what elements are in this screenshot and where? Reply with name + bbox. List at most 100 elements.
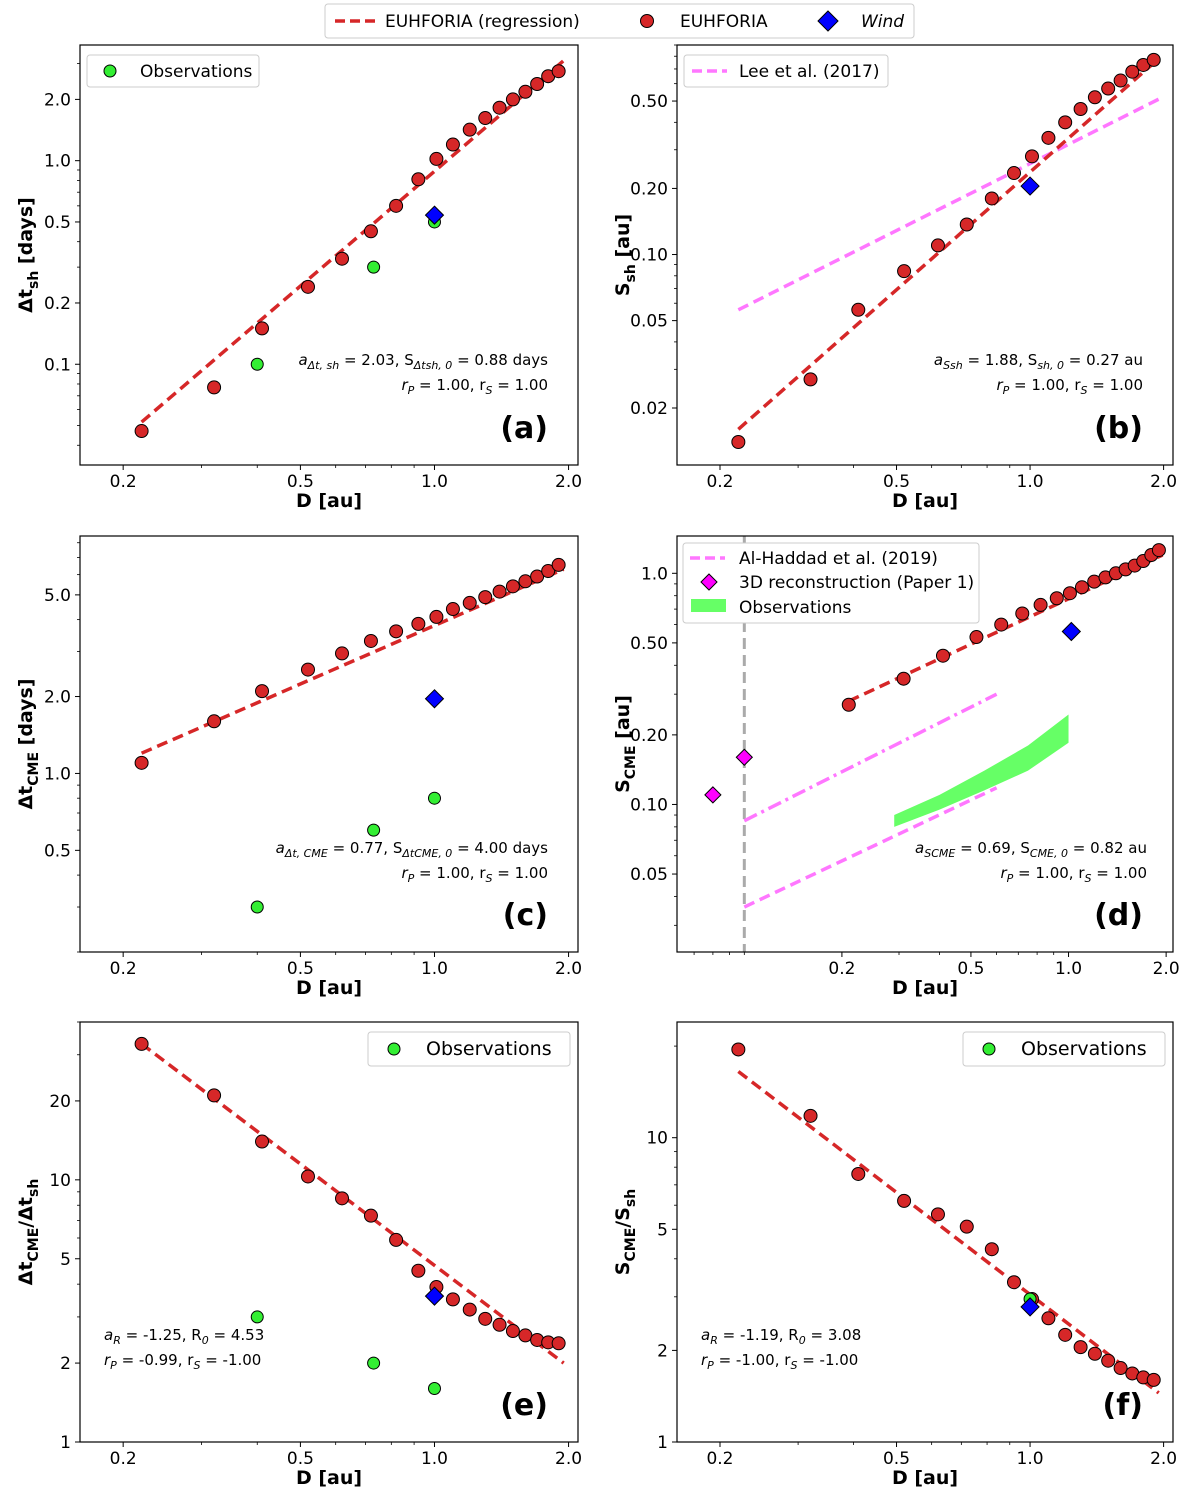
- panel-legend-e: Observations: [367, 1031, 571, 1067]
- y-label-sub: CME: [26, 752, 42, 786]
- y-label-sub2: sh: [26, 1179, 42, 1197]
- euhforia-point: [1049, 591, 1064, 606]
- wind-point: [424, 205, 445, 225]
- stat-sub: Δt, CME: [284, 847, 328, 860]
- x-axis-label: D [au]: [296, 977, 362, 999]
- legend-observations-marker: [103, 64, 117, 78]
- y-tick-label: 2: [60, 1354, 71, 1374]
- x-tick-label: 2.0: [555, 472, 582, 492]
- euhforia-point: [1087, 1346, 1102, 1361]
- legend-reference-label: Al-Haddad et al. (2019): [739, 549, 938, 569]
- euhforia-point: [445, 1292, 460, 1307]
- euhforia-point: [505, 1324, 520, 1339]
- stat-sub: S: [486, 872, 493, 885]
- legend-observations-label: Observations: [140, 62, 253, 82]
- axes-frame-d: [676, 535, 1174, 953]
- y-label-main: Δt: [15, 289, 37, 313]
- panel-legend-b: Lee et al. (2017): [683, 54, 889, 88]
- stat-sym: a: [298, 351, 307, 369]
- x-tick-label: 0.5: [287, 472, 314, 492]
- euhforia-point: [551, 64, 566, 79]
- legend-regression-label: EUHFORIA (regression): [385, 12, 580, 32]
- stat-mid: = 0.77, S: [328, 839, 403, 857]
- x-tick-label: 2.0: [555, 1449, 582, 1469]
- x-tick-label: 1.0: [1017, 472, 1044, 492]
- reconstruction-point: [735, 748, 754, 766]
- x-tick-label: 1.0: [1017, 1449, 1044, 1469]
- panel-label: (c): [503, 898, 548, 933]
- x-axis-label: D [au]: [892, 490, 958, 512]
- legend-euhforia-label: EUHFORIA: [680, 12, 768, 32]
- stat-mid: = -0.99, r: [117, 1351, 194, 1369]
- wind-point: [1020, 1297, 1040, 1317]
- plot-area-d: [704, 536, 1166, 952]
- euhforia-point: [935, 648, 950, 663]
- legend-wind-marker: [817, 10, 839, 32]
- euhforia-point: [207, 714, 222, 729]
- legend-wind-label: Wind: [861, 12, 904, 32]
- stat-mid: = 1.88, S: [963, 351, 1038, 369]
- observation-point: [427, 1381, 441, 1395]
- regression-line: [140, 59, 565, 424]
- euhforia-point: [363, 1208, 378, 1223]
- stats-line-2: rP = 1.00, rS = 1.00: [996, 376, 1143, 397]
- stat-sub: CME, 0: [1030, 847, 1068, 860]
- stat-sub: P: [408, 872, 415, 885]
- euhforia-point: [335, 646, 350, 661]
- euhforia-point: [1146, 1372, 1161, 1387]
- stat-post: = 1.00: [1087, 376, 1143, 394]
- euhforia-point: [335, 1191, 350, 1206]
- y-label-main: S: [612, 282, 634, 296]
- euhforia-point: [994, 617, 1009, 632]
- axes-frame-b: [676, 44, 1174, 466]
- euhforia-point: [959, 1219, 974, 1234]
- panel-legend-frame: [86, 54, 260, 88]
- stats-line-1: aΔt, sh = 2.03, SΔtsh, 0 = 0.88 days: [298, 351, 548, 372]
- x-tick-label: 0.5: [957, 959, 984, 979]
- y-tick-label: 5: [60, 1250, 71, 1270]
- plot-area-c: [134, 557, 566, 914]
- x-axis-label: D [au]: [892, 977, 958, 999]
- euhforia-point: [518, 84, 533, 99]
- euhforia-point: [478, 1311, 493, 1326]
- observation-point: [427, 791, 441, 805]
- stat-post: = -1.00: [797, 1351, 858, 1369]
- observation-point: [250, 357, 264, 371]
- euhforia-point: [1058, 115, 1073, 130]
- panel-e: 0.2 0.5 1.0 2.0 1 2 5 10 20 D [au] ΔtCME/Δtsh aR = …: [15, 1021, 582, 1489]
- stat-mid: = -1.19, R: [718, 1326, 799, 1344]
- stats-line-1: aR = -1.25, R0 = 4.53: [104, 1326, 264, 1347]
- panel-legend-frame: [682, 542, 980, 624]
- euhforia-point: [255, 684, 270, 699]
- stat-post: = 4.53: [209, 1326, 265, 1344]
- y-label-tail: [au]: [612, 695, 634, 745]
- euhforia-point: [984, 1242, 999, 1257]
- x-tick-label: 1.0: [1055, 959, 1082, 979]
- stat-sub: ΔtCME, 0: [401, 847, 452, 860]
- euhforia-point: [731, 1042, 746, 1057]
- euhforia-point: [1006, 1275, 1021, 1290]
- stat-sub: sh, 0: [1037, 359, 1064, 372]
- euhforia-point: [1073, 102, 1088, 117]
- axes-frame-e: [79, 1021, 579, 1443]
- euhforia-point: [1073, 1340, 1088, 1355]
- stat-sub: S: [193, 1359, 200, 1372]
- euhforia-point: [1024, 149, 1039, 164]
- euhforia-point: [255, 321, 270, 336]
- stat-sym: a: [104, 1326, 113, 1344]
- y-tick-label: 2: [657, 1341, 668, 1361]
- y-label-main: Δt: [15, 1262, 37, 1286]
- euhforia-point: [389, 624, 404, 639]
- stat-sub: S: [1081, 384, 1088, 397]
- euhforia-point: [1006, 166, 1021, 181]
- y-tick-label: 0.10: [630, 246, 668, 266]
- euhforia-point: [1041, 130, 1056, 145]
- euhforia-point: [930, 238, 945, 253]
- euhforia-point: [1074, 580, 1089, 595]
- stats-line-2: rP = -0.99, rS = -1.00: [104, 1351, 261, 1372]
- legend-reference-label: Lee et al. (2017): [739, 62, 880, 82]
- stat-sym: a: [276, 839, 285, 857]
- euhforia-point: [1113, 1361, 1128, 1376]
- panel-label: (d): [1094, 898, 1143, 933]
- x-tick-label: 2.0: [1153, 959, 1180, 979]
